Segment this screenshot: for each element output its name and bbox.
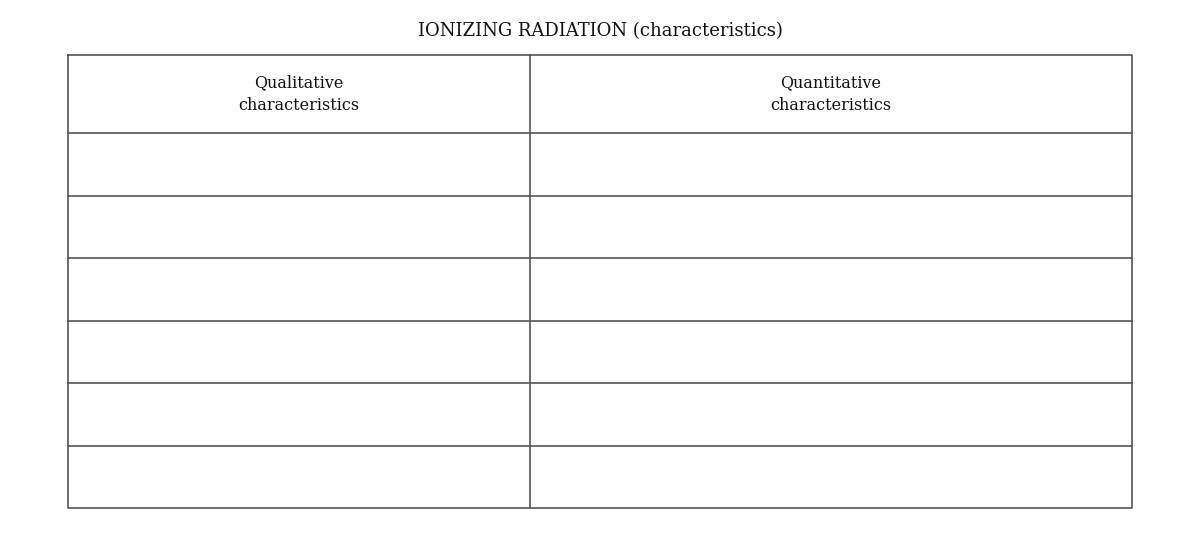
Text: Quantitative
characteristics: Quantitative characteristics bbox=[770, 74, 892, 114]
Text: IONIZING RADIATION (characteristics): IONIZING RADIATION (characteristics) bbox=[418, 22, 782, 40]
Text: Qualitative
characteristics: Qualitative characteristics bbox=[239, 74, 360, 114]
